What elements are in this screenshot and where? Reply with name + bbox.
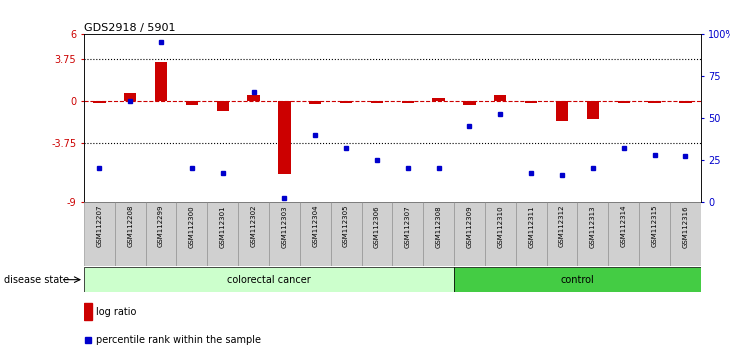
Bar [371, 101, 383, 103]
Bar [331, 202, 361, 266]
Text: GSM112310: GSM112310 [497, 205, 503, 247]
Bar [608, 202, 639, 266]
Text: GSM112305: GSM112305 [343, 205, 349, 247]
Text: GSM112316: GSM112316 [683, 205, 688, 247]
Bar [515, 202, 547, 266]
Bar [309, 101, 321, 104]
Bar [207, 202, 238, 266]
Bar [124, 93, 137, 101]
Bar [84, 202, 115, 266]
Bar [300, 202, 331, 266]
Text: GSM112306: GSM112306 [374, 205, 380, 247]
Bar [93, 101, 106, 103]
Bar [639, 202, 670, 266]
Text: GSM112308: GSM112308 [436, 205, 442, 247]
Text: GSM112302: GSM112302 [250, 205, 256, 247]
Bar [177, 202, 207, 266]
Bar [247, 95, 260, 101]
Bar [361, 202, 393, 266]
Bar [577, 202, 608, 266]
Text: GSM112314: GSM112314 [620, 205, 626, 247]
Text: GSM112312: GSM112312 [559, 205, 565, 247]
Bar [464, 101, 476, 105]
Text: GSM112207: GSM112207 [96, 205, 102, 247]
Bar [393, 202, 423, 266]
Bar [556, 101, 568, 121]
Bar [494, 95, 507, 101]
Text: GSM112309: GSM112309 [466, 205, 472, 247]
Bar [185, 101, 198, 105]
Text: GSM112303: GSM112303 [282, 205, 288, 247]
Bar [670, 202, 701, 266]
Text: GSM112208: GSM112208 [127, 205, 133, 247]
Bar [648, 101, 661, 103]
Bar [454, 267, 701, 292]
Bar [115, 202, 145, 266]
Text: GSM112307: GSM112307 [405, 205, 411, 247]
Text: percentile rank within the sample: percentile rank within the sample [96, 335, 261, 345]
Text: GSM112313: GSM112313 [590, 205, 596, 247]
Text: colorectal cancer: colorectal cancer [227, 275, 311, 285]
Bar [84, 267, 454, 292]
Text: GSM112311: GSM112311 [529, 205, 534, 247]
Text: GSM112304: GSM112304 [312, 205, 318, 247]
Bar [278, 101, 291, 174]
Bar [679, 101, 691, 103]
Bar [485, 202, 515, 266]
Bar [423, 202, 454, 266]
Bar [217, 101, 229, 111]
Text: GSM112299: GSM112299 [158, 205, 164, 247]
Bar [340, 101, 353, 103]
Text: log ratio: log ratio [96, 307, 137, 316]
Bar [432, 98, 445, 101]
Text: GSM112315: GSM112315 [652, 205, 658, 247]
Bar [84, 303, 92, 320]
Bar [145, 202, 177, 266]
Bar [454, 202, 485, 266]
Bar [587, 101, 599, 119]
Bar [525, 101, 537, 103]
Text: GDS2918 / 5901: GDS2918 / 5901 [84, 23, 175, 33]
Text: disease state: disease state [4, 275, 69, 285]
Bar [402, 101, 414, 103]
Bar [269, 202, 300, 266]
Text: GSM112301: GSM112301 [220, 205, 226, 247]
Bar [238, 202, 269, 266]
Text: GSM112300: GSM112300 [189, 205, 195, 247]
Bar [618, 101, 630, 103]
Text: control: control [561, 275, 594, 285]
Bar [155, 62, 167, 101]
Bar [547, 202, 577, 266]
